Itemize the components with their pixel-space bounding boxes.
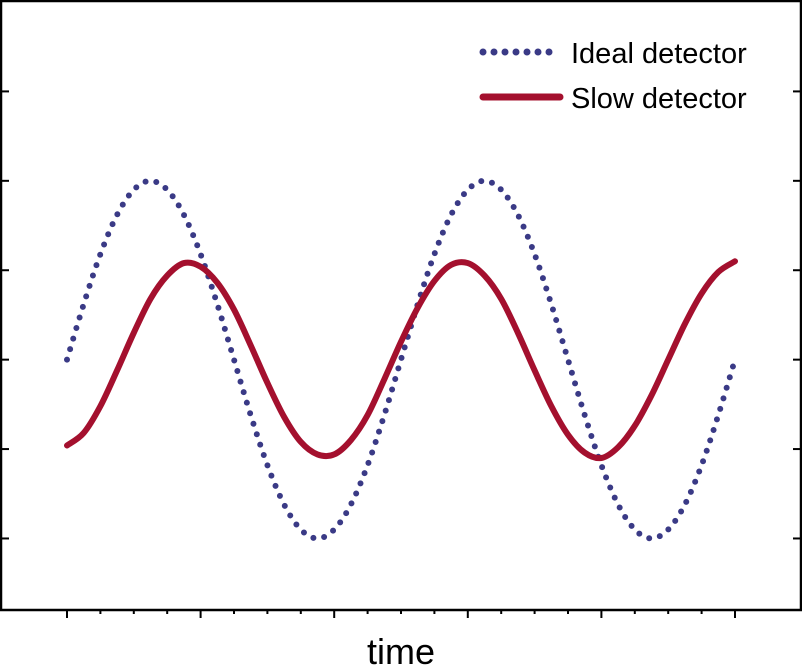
legend-ideal-label: Ideal detector [571,38,747,70]
plot-series [64,177,738,542]
legend: Ideal detector Slow detector [479,38,747,115]
ideal-detector-line [64,177,738,542]
x-axis-label: time [367,631,435,669]
axis-ticks [1,90,801,618]
slow-detector-line [64,258,738,462]
legend-slow-label: Slow detector [571,83,747,115]
